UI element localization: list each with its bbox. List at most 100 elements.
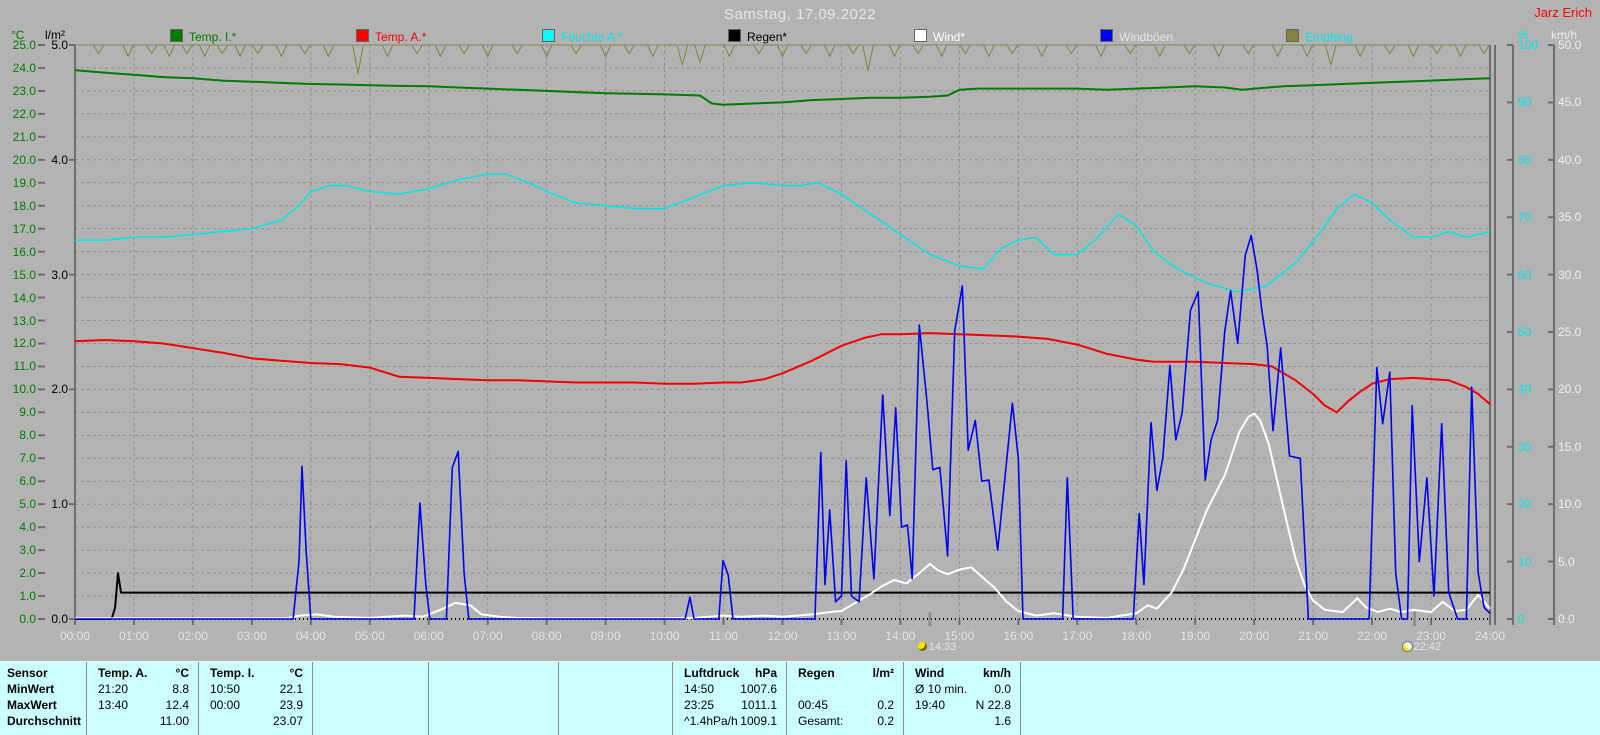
table-row-label-minwert: MinWert bbox=[7, 682, 55, 696]
moonset-icon bbox=[917, 642, 927, 651]
time-label: 00:00 bbox=[59, 629, 91, 643]
series-wind bbox=[75, 412, 1491, 620]
legend-item-temp-a: Temp. A.* bbox=[356, 29, 426, 44]
station-owner-label: Jarz Erich bbox=[1534, 5, 1592, 20]
stats-table: Sensor MinWert MaxWert Durchschnitt Temp… bbox=[0, 661, 1600, 735]
table-cell-temp-i-max: 00:00 23.9 bbox=[198, 698, 312, 713]
tick-rain: 4.0 bbox=[51, 152, 68, 167]
legend-item-wind: Wind* bbox=[914, 29, 965, 44]
moonrise-marker: 22:42 bbox=[1402, 641, 1442, 653]
table-column-divider bbox=[86, 662, 87, 735]
tick-celsius: 17.0 bbox=[12, 221, 36, 236]
time-label: 01:00 bbox=[118, 629, 149, 643]
tick-celsius: 25.0 bbox=[12, 38, 36, 52]
tick-windspeed: 35.0 bbox=[1558, 210, 1582, 225]
time-label: 16:00 bbox=[1003, 629, 1034, 643]
tick-celsius: 4.0 bbox=[19, 520, 36, 535]
table-header-temp-i-value: °C bbox=[289, 666, 303, 680]
page-title: Samstag, 17.09.2022 bbox=[723, 6, 877, 23]
legend-swatch-temp-a bbox=[356, 29, 369, 42]
table-column-divider bbox=[198, 662, 199, 735]
moonset-time: 14:33 bbox=[928, 641, 957, 653]
time-label: 21:00 bbox=[1298, 629, 1329, 643]
time-label: 22:00 bbox=[1357, 629, 1388, 643]
tick-celsius: 13.0 bbox=[12, 313, 36, 328]
table-cell-temp-a-min: 21:20 8.8 bbox=[86, 682, 198, 697]
tick-celsius: 11.0 bbox=[13, 359, 36, 374]
table-cell-luftdruck-avg-value: 1009.1 bbox=[740, 714, 777, 728]
table-column-divider bbox=[428, 662, 429, 735]
table-cell-temp-i-avg-value: 23.07 bbox=[272, 714, 303, 728]
legend-item-temp-i: Temp. I.* bbox=[170, 29, 236, 44]
table-header-temp-a-value: °C bbox=[175, 666, 189, 680]
axis-unit-rain: l/m² bbox=[45, 28, 65, 42]
time-label: 15:00 bbox=[944, 629, 975, 643]
tick-humidity: 40 bbox=[1518, 382, 1532, 397]
table-header-luftdruck: Luftdruck hPa bbox=[672, 666, 786, 681]
moonrise-time: 22:42 bbox=[1413, 641, 1442, 653]
legend-label-feuchte-a: Feuchte A.* bbox=[561, 30, 624, 44]
tick-rain: 2.0 bbox=[51, 382, 68, 397]
tick-windspeed: 25.0 bbox=[1558, 325, 1582, 339]
legend-item-feuchte-a: Feuchte A.* bbox=[542, 29, 624, 44]
series-empfang bbox=[75, 44, 1490, 75]
table-header-temp-i: Temp. I. °C bbox=[198, 666, 312, 681]
axis-unit-humidity: % bbox=[1518, 28, 1529, 42]
axis-unit-wind: km/h bbox=[1551, 28, 1578, 42]
table-header-regen-time: Regen bbox=[798, 666, 835, 680]
legend-label-empfang: Empfang bbox=[1305, 30, 1354, 44]
time-label: 05:00 bbox=[354, 629, 385, 643]
table-cell-temp-a-avg: 11.00 bbox=[86, 714, 198, 729]
table-cell-regen-max-time: 00:45 bbox=[798, 698, 829, 712]
tick-rain: 5.0 bbox=[51, 38, 68, 52]
table-cell-luftdruck-max: 23:25 1011.1 bbox=[672, 698, 786, 713]
table-cell-luftdruck-min: 14:50 1007.6 bbox=[672, 682, 786, 697]
legend-item-regen: Regen* bbox=[728, 29, 787, 44]
tick-celsius: 18.0 bbox=[12, 198, 36, 213]
table-column-divider bbox=[786, 662, 787, 735]
table-cell-wind-min-value: 0.0 bbox=[994, 682, 1011, 696]
legend-swatch-empfang bbox=[1286, 29, 1299, 42]
chart-plot-area[interactable] bbox=[0, 0, 1600, 660]
tick-celsius: 16.0 bbox=[12, 244, 36, 259]
table-cell-temp-a-avg-value: 11.00 bbox=[159, 714, 189, 728]
tick-celsius: 12.0 bbox=[12, 336, 36, 351]
tick-windspeed: 15.0 bbox=[1558, 439, 1582, 454]
time-label: 07:00 bbox=[472, 629, 503, 643]
table-header-wind-value: km/h bbox=[982, 666, 1011, 680]
time-label: 19:00 bbox=[1180, 629, 1211, 643]
legend-label-windboeen: Windböen bbox=[1119, 30, 1174, 44]
tick-celsius: 5.0 bbox=[19, 497, 36, 512]
tick-windspeed: 0.0 bbox=[1558, 612, 1575, 626]
table-column-divider bbox=[672, 662, 673, 735]
tick-windspeed: 20.0 bbox=[1558, 382, 1582, 397]
moonset-marker: 14:33 bbox=[917, 641, 957, 653]
tick-humidity: 30 bbox=[1518, 439, 1532, 454]
table-header-temp-a: Temp. A. °C bbox=[86, 666, 198, 681]
tick-celsius: 8.0 bbox=[19, 428, 36, 443]
table-column-divider bbox=[558, 662, 559, 735]
table-cell-luftdruck-max-time: 23:25 bbox=[684, 698, 715, 712]
table-cell-temp-a-min-time: 21:20 bbox=[98, 682, 129, 696]
time-label: 02:00 bbox=[177, 629, 208, 643]
tick-humidity: 50 bbox=[1518, 325, 1532, 339]
tick-windspeed: 50.0 bbox=[1558, 38, 1582, 52]
table-cell-luftdruck-max-value: 1011.1 bbox=[741, 698, 777, 712]
table-cell-wind-max-time: 19:40 bbox=[915, 698, 946, 712]
time-label: 06:00 bbox=[413, 629, 444, 643]
table-cell-temp-i-avg: 23.07 bbox=[198, 714, 312, 729]
table-cell-wind-avg-value: 1.6 bbox=[994, 714, 1011, 728]
table-row-label-durchschnitt: Durchschnitt bbox=[7, 714, 82, 728]
table-row-label-maxwert: MaxWert bbox=[7, 698, 57, 712]
legend-swatch-windboeen bbox=[1100, 29, 1113, 42]
tick-windspeed: 30.0 bbox=[1558, 267, 1582, 282]
tick-celsius: 2.0 bbox=[19, 566, 36, 581]
table-cell-regen-avg-time: Gesamt: bbox=[798, 714, 844, 728]
tick-windspeed: 45.0 bbox=[1558, 95, 1582, 110]
table-cell-temp-i-min-value: 22.1 bbox=[279, 682, 303, 696]
tick-celsius: 15.0 bbox=[12, 267, 36, 282]
tick-celsius: 3.0 bbox=[19, 543, 36, 558]
time-label: 18:00 bbox=[1121, 629, 1152, 643]
time-label: 20:00 bbox=[1239, 629, 1270, 643]
time-label: 04:00 bbox=[295, 629, 326, 643]
